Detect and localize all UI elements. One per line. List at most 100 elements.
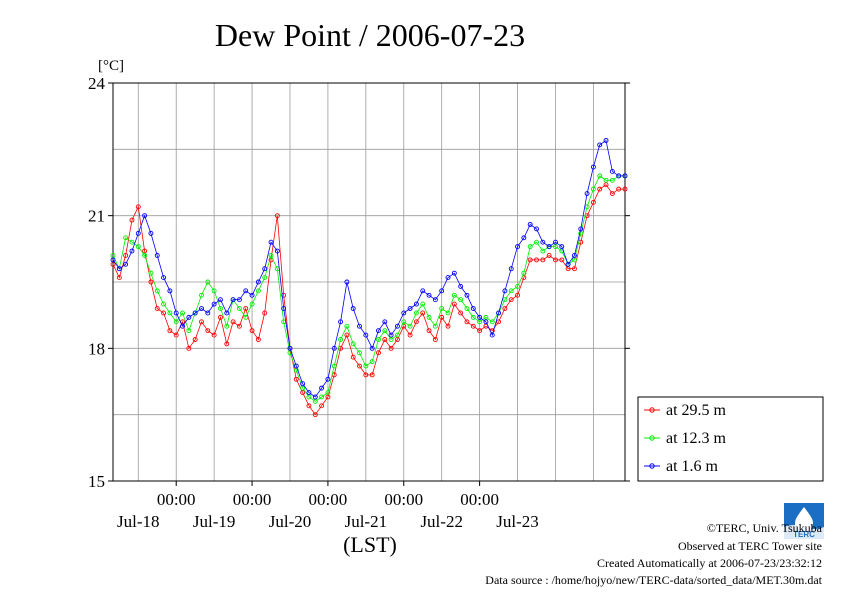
data-point bbox=[331, 363, 337, 369]
chart-title: Dew Point / 2006-07-23 bbox=[215, 17, 525, 53]
series-line bbox=[112, 184, 625, 416]
series-line bbox=[112, 175, 625, 402]
data-point bbox=[123, 261, 129, 267]
legend-swatch-marker bbox=[649, 407, 655, 413]
data-point bbox=[357, 350, 362, 356]
data-point bbox=[553, 239, 558, 245]
data-point bbox=[243, 314, 249, 320]
series-line bbox=[112, 139, 625, 398]
data-point bbox=[420, 301, 426, 307]
x-axis-label: (LST) bbox=[343, 532, 397, 557]
data-point bbox=[154, 306, 160, 311]
y-tick-label: 18 bbox=[88, 339, 105, 358]
data-point bbox=[116, 275, 122, 281]
data-point bbox=[249, 292, 255, 298]
data-point bbox=[470, 314, 476, 320]
data-point bbox=[470, 323, 476, 329]
data-point bbox=[161, 310, 167, 316]
x-tick-label: 00:00 bbox=[384, 490, 423, 509]
data-point bbox=[350, 341, 356, 347]
x-date-label: Jul-21 bbox=[345, 512, 388, 531]
data-point bbox=[173, 319, 179, 325]
data-point bbox=[439, 306, 445, 311]
data-point bbox=[534, 239, 539, 245]
data-point bbox=[211, 332, 217, 338]
credit-observed: Observed at TERC Tower site bbox=[677, 539, 822, 553]
data-point bbox=[344, 323, 350, 329]
data-point bbox=[199, 292, 204, 298]
data-point bbox=[224, 310, 230, 316]
data-point bbox=[376, 337, 381, 342]
data-point bbox=[186, 314, 192, 320]
data-point bbox=[534, 257, 539, 263]
data-point bbox=[540, 239, 546, 245]
data-point bbox=[230, 297, 236, 303]
data-point bbox=[527, 257, 533, 263]
data-point bbox=[432, 297, 438, 303]
data-point bbox=[609, 177, 615, 183]
data-point bbox=[508, 288, 514, 294]
series-1 bbox=[110, 182, 628, 418]
data-point bbox=[268, 253, 274, 258]
data-point bbox=[199, 306, 204, 311]
data-point bbox=[502, 297, 508, 303]
data-point bbox=[527, 244, 533, 250]
data-point bbox=[180, 323, 185, 329]
credit-copyright: ©TERC, Univ. Tsukuba bbox=[706, 521, 822, 535]
data-point bbox=[432, 337, 438, 342]
x-tick-label: 00:00 bbox=[309, 490, 348, 509]
data-point bbox=[205, 279, 211, 285]
data-point bbox=[255, 337, 261, 342]
data-point bbox=[186, 345, 192, 351]
data-point bbox=[274, 248, 280, 254]
legend: at 29.5 m at 12.3 m at 1.6 m bbox=[637, 396, 824, 482]
data-point bbox=[407, 332, 413, 338]
data-point bbox=[230, 319, 236, 325]
legend-box bbox=[637, 396, 824, 482]
data-point bbox=[413, 301, 419, 307]
credit-created: Created Automatically at 2006-07-23/23:3… bbox=[597, 556, 822, 570]
data-point bbox=[142, 213, 148, 219]
data-point bbox=[590, 199, 596, 205]
data-point bbox=[382, 328, 388, 334]
y-tick-label: 21 bbox=[88, 207, 105, 226]
data-point bbox=[401, 310, 407, 316]
data-point bbox=[515, 292, 520, 298]
data-point bbox=[123, 253, 129, 258]
data-point bbox=[458, 297, 464, 303]
data-point bbox=[350, 306, 356, 311]
data-point bbox=[350, 354, 356, 360]
data-point bbox=[161, 301, 167, 307]
data-point bbox=[287, 345, 293, 351]
data-point bbox=[255, 279, 261, 285]
data-point bbox=[325, 376, 331, 382]
data-point bbox=[527, 222, 533, 227]
data-point bbox=[432, 323, 438, 329]
data-point bbox=[312, 412, 318, 418]
x-tick-label: 00:00 bbox=[233, 490, 272, 509]
data-point bbox=[616, 186, 622, 192]
series-layer bbox=[110, 138, 628, 418]
x-date-label: Jul-18 bbox=[117, 512, 160, 531]
data-point bbox=[243, 306, 249, 311]
data-point bbox=[439, 314, 445, 320]
data-point bbox=[255, 288, 261, 294]
data-point bbox=[369, 359, 375, 365]
data-point bbox=[388, 332, 394, 338]
data-point bbox=[268, 239, 274, 245]
data-point bbox=[496, 310, 502, 316]
data-point bbox=[597, 173, 603, 179]
data-point bbox=[173, 310, 179, 316]
data-point bbox=[300, 381, 306, 387]
data-point bbox=[135, 244, 141, 250]
data-point bbox=[508, 297, 514, 303]
data-point bbox=[376, 328, 381, 334]
data-point bbox=[218, 314, 223, 320]
data-point bbox=[281, 306, 287, 311]
data-point bbox=[489, 319, 495, 325]
data-point bbox=[426, 328, 432, 334]
data-point bbox=[192, 310, 198, 316]
data-point bbox=[616, 173, 622, 179]
data-point bbox=[135, 204, 141, 210]
data-point bbox=[578, 226, 584, 232]
